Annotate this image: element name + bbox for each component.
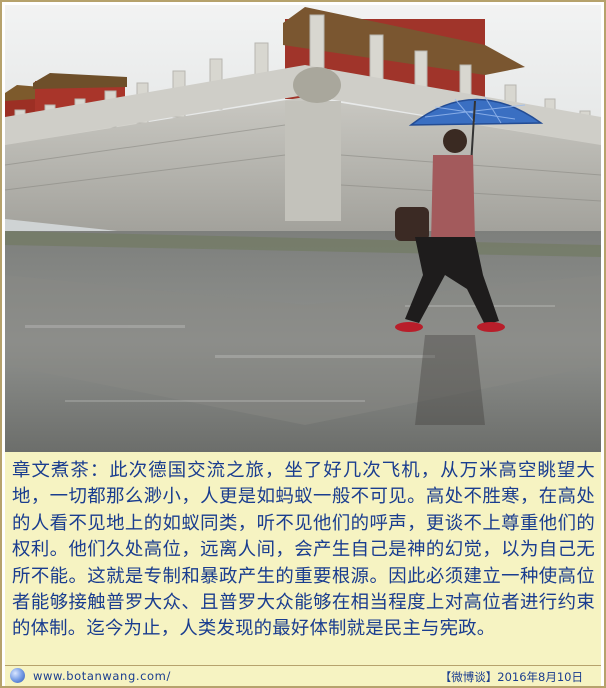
photo-illustration: [5, 5, 601, 452]
site-logo-icon: [10, 668, 25, 683]
post-date-stamp: 【微博谈】2016年8月10日: [439, 670, 583, 684]
site-url-link[interactable]: www.botanwang.com/: [33, 669, 171, 683]
caption-text: 章文煮茶：此次德国交流之旅，坐了好几次飞机，从万米高空眺望大地，一切都那么渺小，…: [5, 452, 601, 665]
footer-bar: www.botanwang.com/ 【微博谈】2016年8月10日: [5, 665, 601, 686]
photo: [5, 5, 601, 452]
woman-figure: [395, 96, 544, 425]
